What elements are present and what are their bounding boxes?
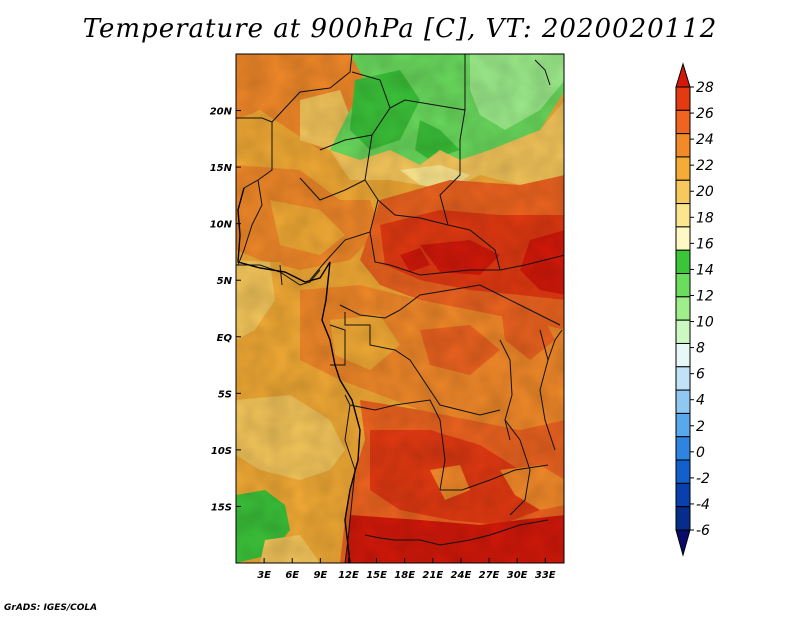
colorbar-label: 12	[696, 288, 714, 304]
colorbar-label: -6	[696, 523, 710, 539]
colorbar-segment	[675, 342, 691, 368]
colorbar-label: 2	[696, 419, 705, 435]
coastline	[237, 187, 361, 563]
lon-tick-label: 21E	[422, 570, 443, 581]
lat-tick-label: 10N	[210, 220, 233, 231]
lat-tick-label: 10S	[211, 446, 232, 457]
colorbar-label: 20	[696, 184, 714, 200]
lon-tick-label: 33E	[535, 570, 556, 581]
lat-tick-label: 5N	[217, 276, 233, 287]
map-title: Temperature at 900hPa [C], VT: 202002011…	[82, 14, 718, 44]
colorbar-top-arrow	[675, 62, 691, 88]
temperature-field	[236, 54, 564, 563]
map-frame	[235, 53, 565, 564]
lon-tick-label: 12E	[338, 570, 359, 581]
colorbar-segment	[675, 389, 691, 414]
colorbar-label: 28	[696, 80, 714, 96]
lon-tick-label: 3E	[257, 570, 271, 581]
colorbar-label: 10	[696, 315, 714, 331]
longitude-axis: 3E 6E 9E 12E 15E 18E 21E 24E 27E 30E 33E	[257, 558, 556, 581]
colorbar-segment	[675, 133, 691, 158]
colorbar-segment	[675, 109, 691, 135]
colorbar-segment	[675, 296, 691, 321]
colorbar-segment	[675, 179, 691, 205]
colorbar-segment	[675, 482, 691, 508]
lon-tick-label: 15E	[366, 570, 387, 581]
colorbar-segment	[675, 319, 691, 344]
lon-tick-label: 9E	[313, 570, 327, 581]
colorbar-label: 18	[696, 210, 714, 226]
colorbar-label: 14	[696, 262, 714, 278]
colorbar-label: 0	[696, 445, 705, 461]
lat-tick-label: 5S	[218, 389, 232, 400]
lon-tick-label: 24E	[451, 570, 472, 581]
lon-tick-label: 6E	[285, 570, 299, 581]
lon-tick-label: 27E	[479, 570, 500, 581]
lat-tick-label: 20N	[210, 107, 233, 118]
lat-tick-label: 15N	[210, 163, 233, 174]
colorbar-segment	[675, 366, 691, 391]
colorbar-label: 4	[696, 393, 705, 409]
colorbar-segment	[675, 86, 691, 111]
lon-tick-label: 18E	[394, 570, 415, 581]
credit-label: GrADS: IGES/COLA	[4, 603, 98, 613]
colorbar-segment	[675, 273, 691, 298]
colorbar-label: -2	[696, 471, 710, 487]
colorbar-label: 6	[696, 367, 705, 383]
colorbar-segment	[675, 226, 691, 251]
lat-tick-label: EQ	[217, 333, 233, 344]
latitude-axis: 20N 15N 10N 5N EQ 5S 10S 15S	[210, 107, 241, 513]
colorbar-label: 8	[696, 341, 705, 357]
colorbar-segment	[675, 249, 691, 275]
colorbar-segment	[675, 506, 691, 531]
colorbar-segment	[675, 459, 691, 484]
colorbar-segment	[675, 436, 691, 461]
colorbar-label: -4	[696, 497, 710, 513]
colorbar-label: 22	[696, 158, 714, 174]
colorbar-label: 16	[696, 236, 714, 252]
lat-tick-label: 15S	[211, 502, 232, 513]
colorbar-segment	[675, 412, 691, 438]
colorbar-segment	[675, 156, 691, 181]
lon-tick-label: 30E	[507, 570, 528, 581]
colorbar-label: 26	[696, 106, 714, 122]
colorbar-segment	[675, 203, 691, 228]
colorbar-bottom-arrow	[675, 529, 691, 557]
colorbar-label: 24	[696, 132, 714, 148]
